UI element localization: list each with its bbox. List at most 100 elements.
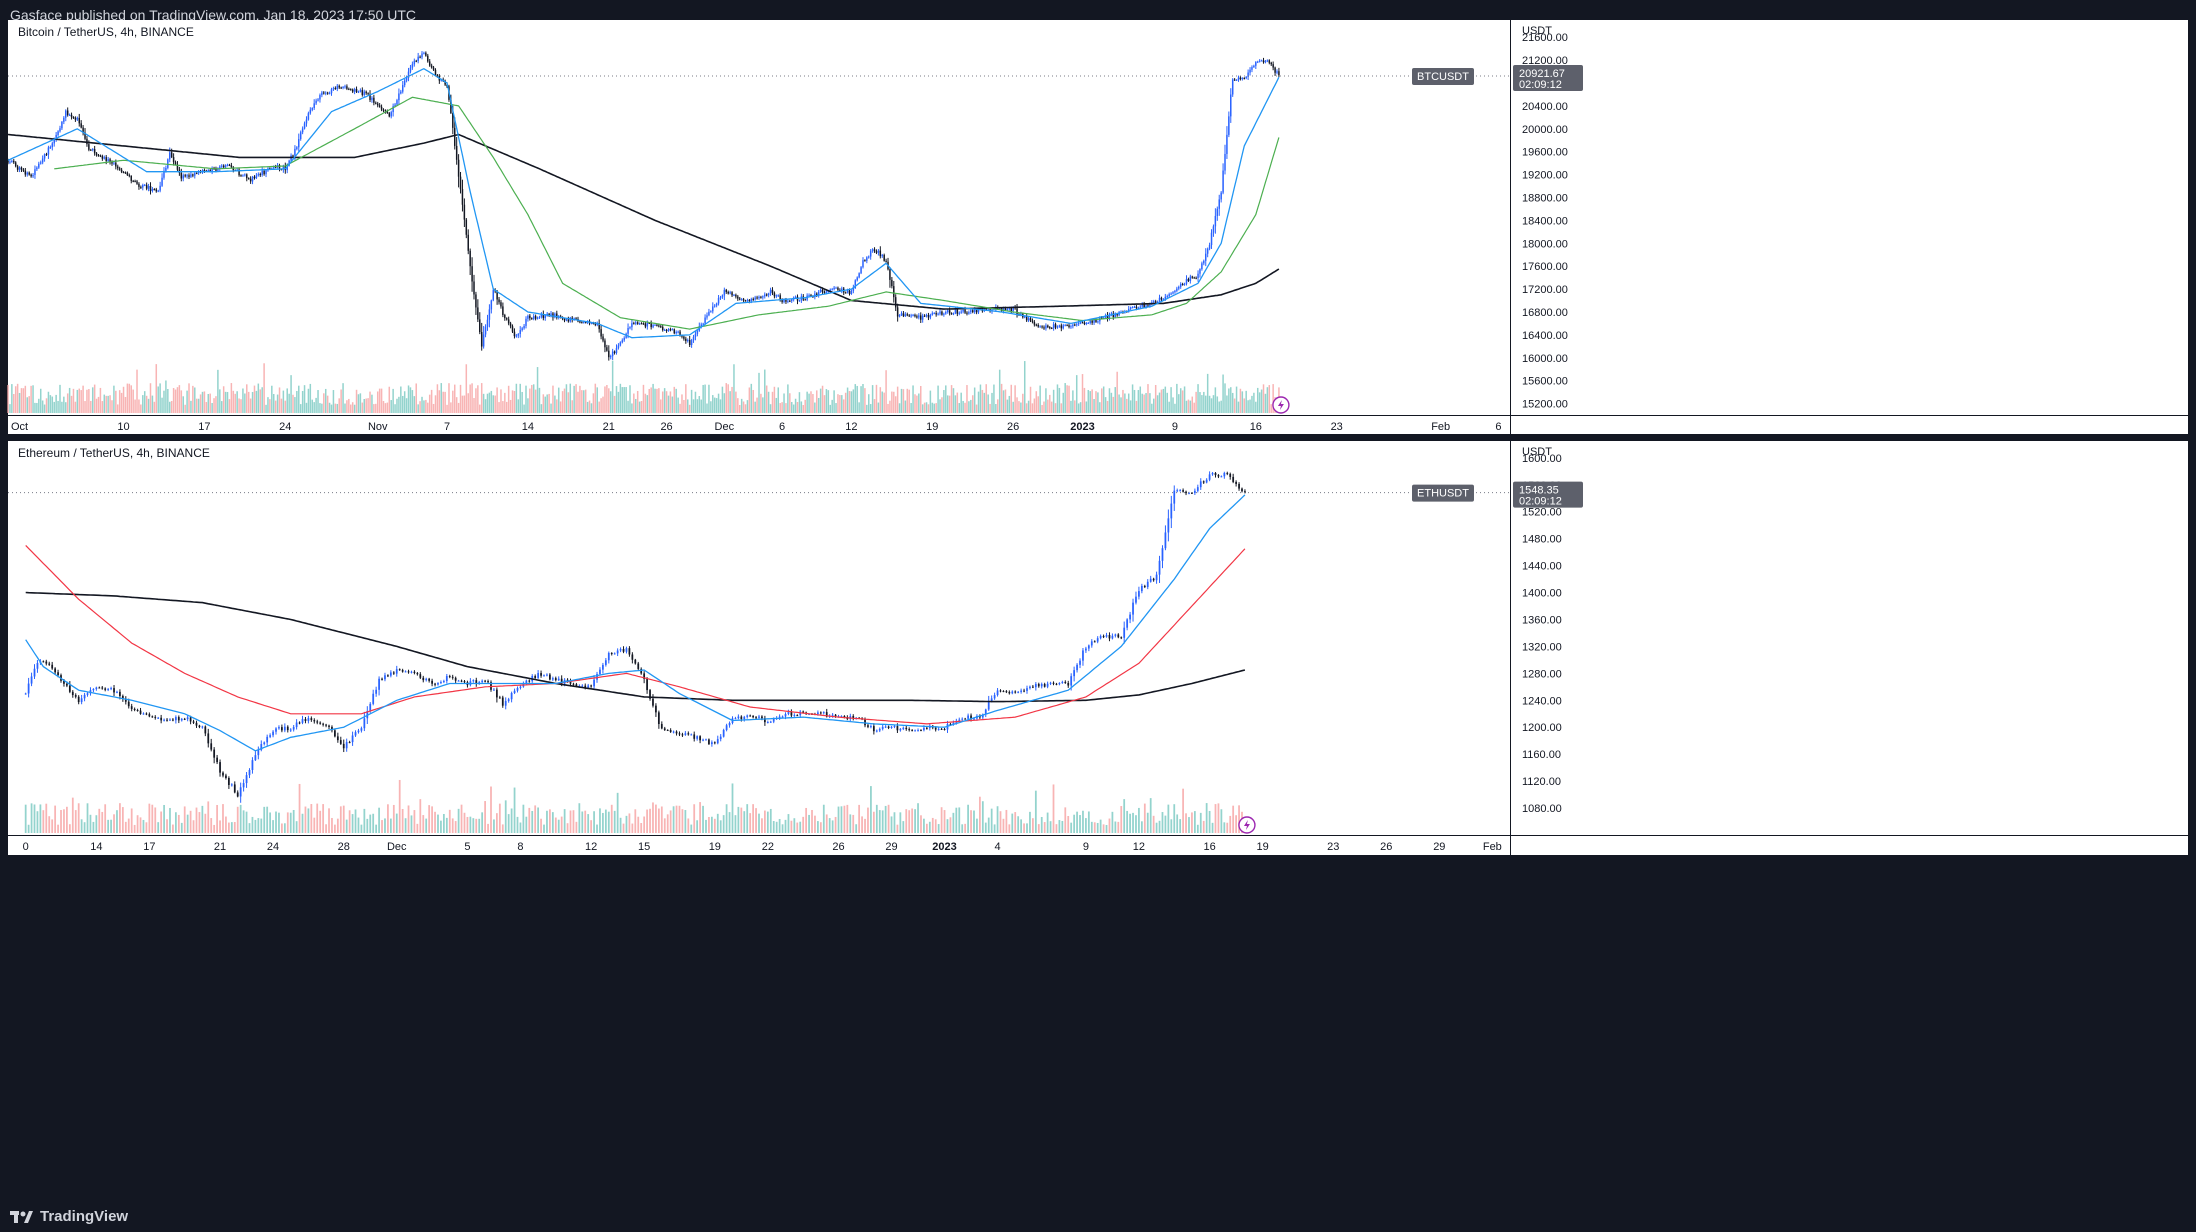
eth-volume-bar [719,820,722,833]
eth-volume-bar [566,823,569,833]
eth-candle [148,714,151,717]
eth-volume-bar [610,804,613,833]
btc-volume-bar [55,394,57,413]
eth-candle [796,715,799,717]
btc-volume-bar [280,398,283,413]
eth-volume-bar [110,819,112,833]
btc-volume-bar [667,395,670,413]
btc-volume-bar [143,391,146,413]
btc-volume-bar [894,396,897,413]
btc-chart-pane[interactable]: Bitcoin / TetherUS, 4h, BINANCE USDT21600… [7,20,2188,434]
btc-volume-bar [448,383,450,413]
btc-candle [465,219,468,235]
btc-volume-bar [841,395,843,413]
btc-volume-bar [1008,395,1011,413]
btc-volume-bar [544,396,547,413]
btc-volume-bar [583,390,585,413]
btc-candle [816,293,818,296]
eth-candle [884,726,887,728]
eth-volume-bar [987,817,990,833]
btc-candle [584,322,587,324]
btc-volume-bar [989,403,991,413]
btc-candle [261,170,263,175]
tradingview-logo[interactable]: TradingView [10,1207,130,1227]
eth-volume-bar [652,802,654,833]
btc-volume-bar [839,395,841,413]
eth-candle [881,726,884,729]
btc-candle [452,113,454,128]
eth-candle [413,671,416,674]
btc-volume-bar [592,393,595,413]
eth-volume-bar [1235,815,1237,833]
btc-volume-bar [1043,401,1045,413]
btc-candle [1168,294,1170,297]
eth-candle [30,676,33,684]
eth-candle [887,726,890,728]
btc-candle [1233,79,1236,81]
eth-volume-bar [463,812,466,833]
btc-candle [817,291,820,296]
eth-volume-bar [227,822,230,833]
btc-candle [1102,317,1105,319]
eth-chart-pane[interactable]: Ethereum / TetherUS, 4h, BINANCE USDT1600… [8,441,2188,855]
eth-volume-bar [71,797,74,833]
eth-volume-bar [976,818,978,833]
btc-volume-bar [750,383,753,413]
btc-candle [53,139,55,144]
btc-volume-bar [538,387,541,413]
btc-candle [1210,232,1213,246]
eth-volume-bar [655,804,657,833]
btc-candle [1230,94,1232,117]
btc-volume-bar [964,402,966,413]
btc-volume-bar [238,398,240,413]
btc-volume-bar [369,391,371,413]
btc-candle [1089,320,1091,324]
btc-candle [642,323,645,325]
btc-candle [57,131,59,135]
btc-volume-bar [950,385,953,413]
btc-volume-bar [1000,383,1003,413]
btc-volume-bar [906,388,909,413]
btc-candle [694,333,697,337]
btc-candle [1039,326,1041,328]
eth-candle [345,742,348,749]
eth-volume-bar [201,805,204,833]
eth-volume-bar [254,819,257,833]
btc-volume-bar [1131,384,1134,413]
btc-candle [696,330,699,334]
eth-volume-bar [1111,811,1114,833]
eth-lightning-icon[interactable] [1238,816,1256,834]
btc-volume-bar [1153,398,1155,413]
btc-candle [702,323,704,325]
btc-volume-bar [896,386,899,413]
eth-volume-bar [478,818,481,833]
btc-volume-bar [796,402,799,413]
btc-volume-bar [729,391,731,413]
btc-candle [517,333,520,336]
btc-candle [1181,284,1184,286]
btc-candle [519,330,521,334]
eth-candle [392,672,395,674]
btc-volume-bar [1230,387,1232,413]
eth-candle [166,719,168,721]
eth-volume-bar [1087,811,1090,833]
btc-volume-bar [178,385,181,413]
btc-candle [220,165,223,167]
eth-volume-bar [581,811,584,833]
btc-volume-bar [1072,390,1074,413]
btc-candle [153,189,156,191]
btc-lightning-icon[interactable] [1272,396,1290,414]
eth-volume-bar [743,811,746,833]
btc-candle [130,175,132,181]
btc-volume-bar [719,399,722,413]
eth-candle [301,719,304,723]
btc-candle [367,93,369,95]
btc-candle [1162,299,1165,301]
btc-volume-bar [74,401,77,413]
eth-volume-bar [30,803,33,833]
eth-volume-bar [1117,821,1120,833]
btc-candle [22,169,25,171]
eth-candle [440,682,442,684]
btc-candle [785,300,787,302]
btc-candle [170,152,173,158]
